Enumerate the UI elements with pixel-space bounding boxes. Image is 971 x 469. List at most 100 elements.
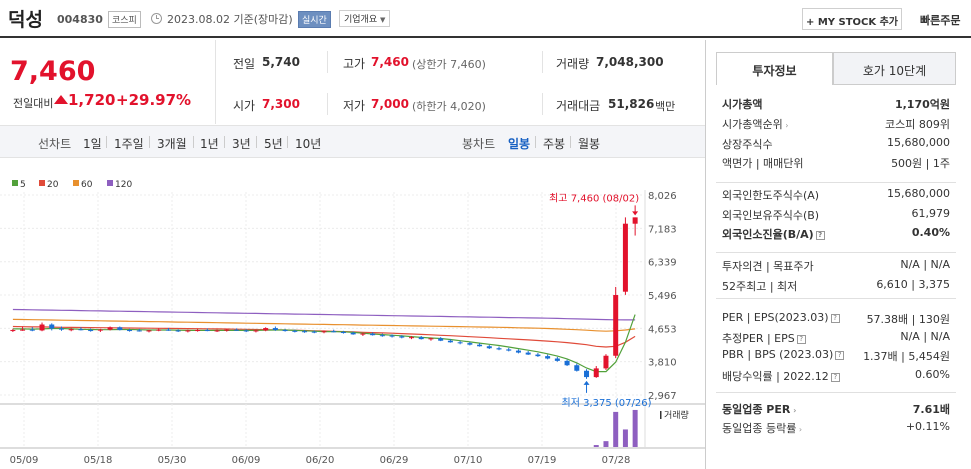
divider	[193, 136, 194, 148]
divider	[224, 136, 225, 148]
y-tick-label: 8,026	[648, 191, 677, 202]
divider	[327, 51, 328, 73]
candle-body	[214, 330, 220, 332]
period-3m[interactable]: 3개월	[157, 137, 187, 151]
candle-body	[97, 329, 103, 331]
candle-body	[165, 329, 171, 331]
candle-body	[233, 329, 239, 331]
tab-hoga-10[interactable]: 호가 10단계	[833, 52, 956, 85]
candle-body	[545, 356, 551, 359]
candle-body	[632, 217, 638, 224]
candle-chart-button[interactable]: 봉차트	[462, 137, 496, 151]
open-label: 시가	[233, 99, 256, 113]
price-chart[interactable]: 05/09 05/18 05/30 06/09 06/20 06/29 07/10 07/19…	[0, 160, 705, 469]
high-arrow-head	[632, 211, 639, 216]
help-icon[interactable]: ?	[815, 231, 825, 240]
period-1d[interactable]: 1일	[83, 137, 102, 151]
candle-body	[379, 335, 385, 337]
company-info-dropdown[interactable]: 기업개요 ▼	[339, 10, 391, 27]
candle-body	[340, 332, 346, 334]
candle-weekly-tab[interactable]: 주봉	[543, 137, 566, 151]
candle-body	[389, 335, 395, 337]
info-label[interactable]: 외국인소진율(B/A)?	[722, 226, 825, 242]
quick-order-button[interactable]: 빠른주문	[920, 14, 961, 27]
period-1w[interactable]: 1주일	[114, 137, 144, 151]
x-tick-label: 07/28	[602, 455, 631, 466]
period-3y[interactable]: 3년	[232, 137, 251, 151]
candle-body	[253, 330, 259, 332]
candle-body	[515, 350, 521, 353]
volume-bar	[593, 445, 599, 447]
help-icon[interactable]: ?	[835, 351, 845, 360]
x-tick-label: 07/10	[454, 455, 483, 466]
realtime-button[interactable]: 실시간	[298, 11, 331, 28]
change-label: 전일대비	[13, 97, 54, 110]
info-label[interactable]: 동일업종 등락률 ›	[722, 420, 802, 436]
period-1y[interactable]: 1년	[200, 137, 219, 151]
x-tick-label: 06/29	[380, 455, 409, 466]
candle-monthly-tab[interactable]: 월봉	[578, 137, 601, 151]
help-icon[interactable]: ?	[796, 335, 806, 344]
candle-daily-tab[interactable]: 일봉	[508, 137, 531, 151]
info-label: 52주최고 | 최저	[722, 278, 797, 294]
candle-body	[506, 349, 512, 351]
candle-body	[321, 331, 327, 333]
info-label[interactable]: 시가총액순위 ›	[722, 116, 788, 132]
info-label-text: 시가총액순위	[722, 118, 783, 131]
period-10y[interactable]: 10년	[295, 137, 322, 151]
help-icon[interactable]: ?	[830, 373, 840, 382]
divider	[716, 182, 956, 183]
tab-investment-info[interactable]: 투자정보	[716, 52, 833, 85]
info-label-text: 시가총액	[722, 98, 763, 111]
candle-body	[574, 365, 580, 371]
info-label-text: 동일업종 등락률	[722, 422, 797, 435]
info-label-text: PBR | BPS (2023.03)	[722, 348, 834, 361]
candle-body	[58, 328, 64, 330]
lower-limit: (하한가 4,020)	[412, 100, 486, 113]
divider	[106, 136, 107, 148]
stock-code: 004830	[57, 13, 103, 26]
info-label[interactable]: 동일업종 PER ›	[722, 401, 796, 417]
info-value: 15,680,000	[887, 136, 950, 149]
period-5y[interactable]: 5년	[264, 137, 283, 151]
ma60-line	[12, 318, 636, 332]
mystock-add-button[interactable]: + MY STOCK 추가	[802, 8, 902, 30]
info-value: 0.40%	[911, 226, 950, 239]
info-label-text: 액면가 | 매매단위	[722, 157, 804, 170]
candle-body	[146, 330, 152, 332]
candle-body	[29, 329, 35, 331]
candle-body	[554, 358, 560, 361]
investment-panel	[705, 40, 971, 469]
candle-body	[49, 324, 55, 329]
help-icon[interactable]: ?	[830, 314, 840, 323]
candle-body	[467, 343, 473, 345]
candle-body	[136, 330, 142, 332]
trade-amount-label: 거래대금	[556, 99, 601, 113]
clock-icon	[151, 13, 162, 24]
divider	[327, 93, 328, 115]
info-value: 1,170억원	[894, 98, 950, 111]
candle-body	[525, 352, 531, 355]
prev-close-label: 전일	[233, 57, 256, 71]
info-label[interactable]: PER | EPS(2023.03)?	[722, 311, 840, 324]
info-value: 15,680,000	[887, 187, 950, 200]
legend-label: 120	[115, 180, 132, 190]
stock-header	[0, 0, 971, 38]
candle-body	[418, 337, 424, 340]
divider	[716, 252, 956, 253]
candle-body	[224, 329, 230, 331]
info-label[interactable]: 추정PER | EPS?	[722, 330, 806, 346]
info-value: 57.38배 | 130원	[866, 313, 950, 326]
candle-body	[409, 337, 415, 339]
low-value: 7,000	[371, 97, 409, 111]
divider	[535, 136, 536, 148]
line-chart-button[interactable]: 선차트	[38, 137, 72, 151]
candle-body	[535, 354, 541, 357]
candle-body	[603, 355, 609, 369]
info-label[interactable]: 배당수익률 | 2022.12?	[722, 368, 840, 384]
candle-body	[117, 327, 123, 331]
info-label-text: 외국인한도주식수(A)	[722, 189, 820, 202]
info-label[interactable]: PBR | BPS (2023.03)?	[722, 348, 845, 361]
candle-body	[107, 327, 113, 330]
info-value: N/A | N/A	[900, 258, 950, 271]
